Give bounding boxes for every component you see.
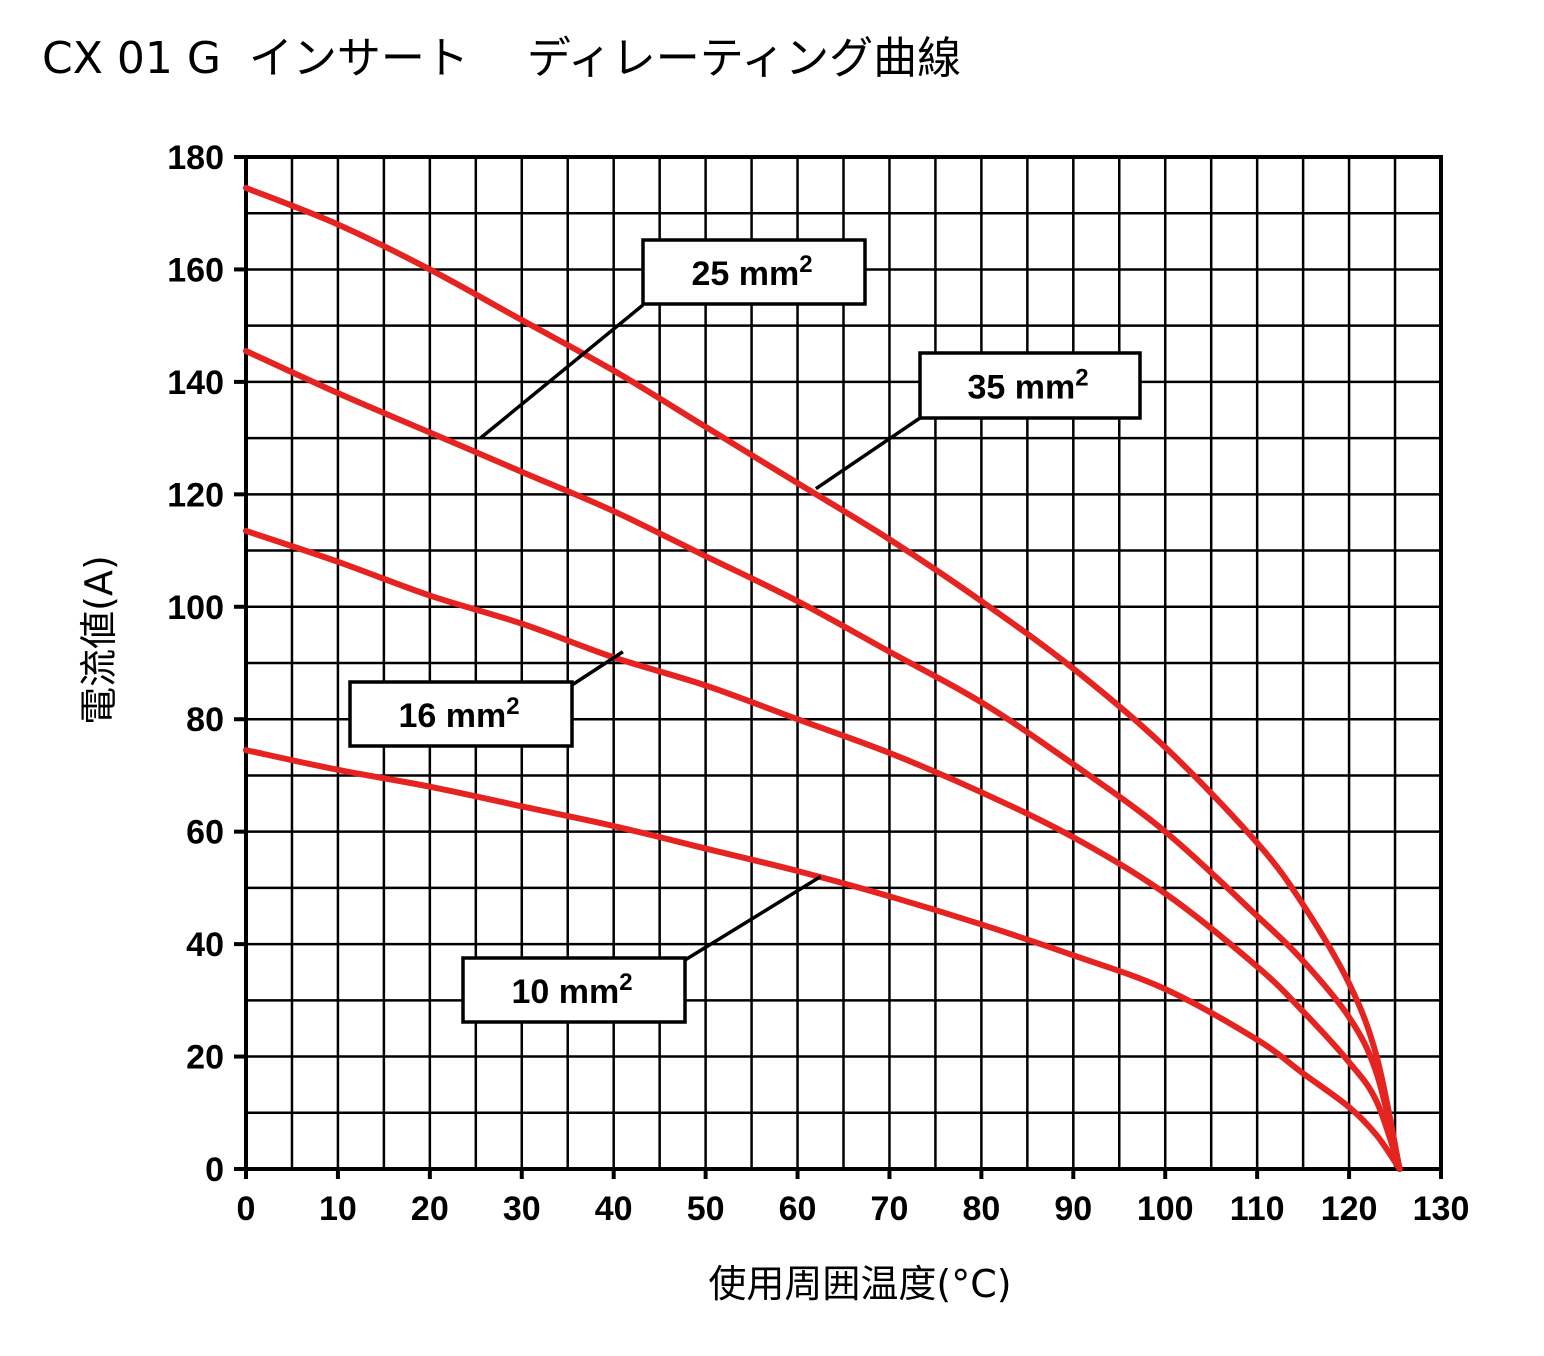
y-tick-label: 0 — [205, 1151, 224, 1189]
y-tick-label: 120 — [167, 476, 224, 514]
y-tick-label: 160 — [167, 251, 224, 289]
x-tick-label: 120 — [1321, 1190, 1378, 1228]
x-tick-label: 70 — [871, 1190, 909, 1228]
callout-25-mm2: 25 mm2 — [479, 238, 867, 440]
grid — [246, 157, 1441, 1169]
callout-leader-line — [814, 416, 921, 491]
callout-box — [348, 680, 574, 748]
x-tick-label: 130 — [1413, 1190, 1470, 1228]
x-axis-title: 使用周囲温度(°C) — [708, 1262, 1011, 1306]
callout-leader-line — [571, 650, 624, 687]
callout-label: 10 mm2 — [511, 969, 632, 1011]
callout-label: 25 mm2 — [691, 251, 812, 293]
x-tick-label: 30 — [503, 1190, 541, 1228]
y-tick-label: 140 — [167, 364, 224, 402]
callout-box — [641, 238, 867, 306]
plot-frame — [234, 155, 1443, 1179]
y-tick-label: 20 — [186, 1039, 224, 1077]
series-line-16-mm2 — [243, 527, 1403, 1172]
x-tick-label: 10 — [319, 1190, 357, 1228]
y-tick-label: 40 — [186, 926, 224, 964]
callout-35-mm2: 35 mm2 — [814, 351, 1142, 491]
y-tick-label: 60 — [186, 814, 224, 852]
y-tick-label: 180 — [167, 139, 224, 177]
chart-title: CX 01 G インサート ディレーティング曲線 — [42, 33, 962, 84]
callout-box — [461, 956, 687, 1024]
y-tick-label: 80 — [186, 701, 224, 739]
x-tick-label: 100 — [1137, 1190, 1194, 1228]
series-line-25-mm2 — [243, 184, 1403, 1172]
tick-labels: 0 10 20 30 40 50 60 70 80 90 100 110 120 130 0 20 40 60 80… — [167, 139, 1469, 1228]
callout-label: 16 mm2 — [398, 693, 519, 735]
curves — [243, 184, 1403, 1172]
x-tick-label: 40 — [595, 1190, 633, 1228]
callout-label: 35 mm2 — [967, 365, 1088, 407]
callout-16-mm2: 16 mm2 — [348, 650, 624, 748]
y-axis-title: 電流値(A) — [77, 555, 121, 725]
x-tick-label: 90 — [1054, 1190, 1092, 1228]
callout-leader-line — [684, 875, 822, 962]
x-tick-label: 110 — [1230, 1190, 1285, 1228]
y-tick-label: 100 — [167, 589, 224, 627]
callout-box — [918, 351, 1142, 420]
x-tick-label: 60 — [779, 1190, 817, 1228]
x-tick-label: 0 — [237, 1190, 256, 1228]
callout-leader-line — [479, 303, 645, 440]
x-tick-label: 20 — [411, 1190, 449, 1228]
callout-10-mm2: 10 mm2 — [461, 875, 822, 1024]
plot-border — [244, 155, 1443, 1171]
series-line-35-mm2 — [243, 347, 1403, 1172]
callouts: 25 mm2 35 mm2 16 mm2 10 mm2 — [348, 238, 1142, 1024]
series-line-10-mm2 — [243, 747, 1403, 1172]
x-tick-label: 50 — [687, 1190, 725, 1228]
x-tick-label: 80 — [962, 1190, 1000, 1228]
